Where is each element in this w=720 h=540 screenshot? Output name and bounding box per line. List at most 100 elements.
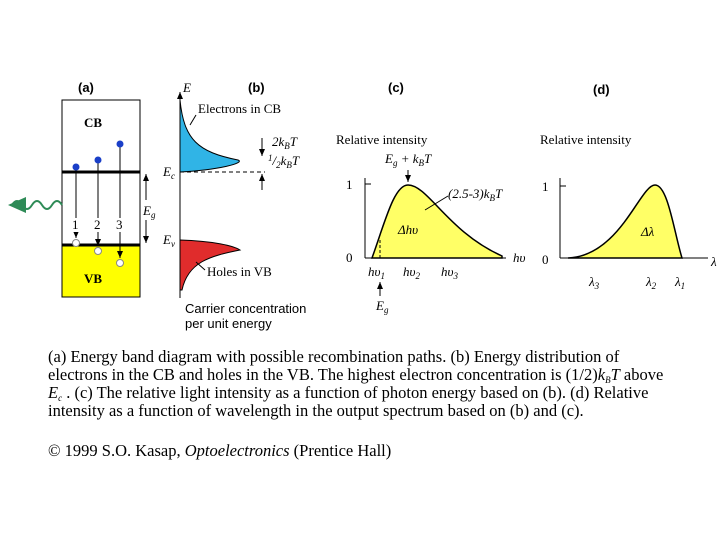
- text-part: g: [151, 210, 156, 220]
- axis-label: E: [182, 80, 191, 95]
- two-kbt: 2kBT: [272, 134, 298, 151]
- path-2: 2: [94, 217, 101, 232]
- caption-line: electrons in the CB and holes in the VB.…: [48, 365, 663, 385]
- x-axis-label: λ: [710, 254, 717, 269]
- text-part: electrons in the CB and holes in the VB.…: [48, 365, 598, 384]
- electrons: [72, 140, 124, 171]
- text-part: 3: [594, 281, 600, 291]
- text-part: k: [281, 153, 287, 168]
- text-part: hυ: [368, 264, 381, 279]
- one: 1: [346, 177, 353, 192]
- eg: Eg: [375, 298, 389, 315]
- text-part: E: [162, 232, 171, 247]
- pointer: [195, 261, 206, 271]
- delta: Δhυ: [397, 222, 418, 237]
- y-axis-label: Relative intensity: [540, 132, 632, 147]
- path-3: 3: [116, 217, 123, 232]
- holes: [72, 239, 124, 267]
- text-part: 1: [681, 281, 686, 291]
- text-part: 2: [415, 271, 420, 281]
- shape: [72, 163, 80, 171]
- text-part: λ: [645, 274, 652, 289]
- text-part: λ: [588, 274, 595, 289]
- text-part: c: [58, 393, 62, 403]
- arrows: [73, 147, 123, 258]
- text-part: above: [620, 365, 664, 384]
- pointer: [189, 114, 197, 126]
- eg: Eg: [142, 203, 156, 220]
- caption: (a) Energy band diagram with possible re…: [47, 347, 663, 460]
- hv2: hυ2: [403, 264, 420, 281]
- zero: 0: [346, 250, 353, 265]
- x-axis-label: per unit energy: [185, 316, 272, 331]
- caption-line: (a) Energy band diagram with possible re…: [48, 347, 620, 366]
- lambda1: λ1: [674, 274, 685, 291]
- text-part: E: [375, 298, 384, 313]
- text-part: B: [605, 375, 611, 385]
- text-part: 3: [452, 271, 458, 281]
- text-part: hυ: [441, 264, 454, 279]
- panel-c: (c) Relative intensity Eg + kBT 1 0 (2.5…: [336, 80, 526, 315]
- text-part: intensity as a function of wavelength in…: [48, 401, 584, 420]
- text-part: + k: [397, 151, 418, 166]
- text-part: E: [384, 151, 393, 166]
- label: (a): [78, 80, 94, 95]
- text-part: B: [286, 160, 292, 170]
- panel-d: (d) Relative intensity 1 0 Δλ λ λ3 λ2 λ1: [540, 82, 717, 291]
- text-part: (Prentice Hall): [290, 441, 392, 460]
- text-part: Optoelectronics: [185, 441, 290, 460]
- text-part: 2k: [272, 134, 285, 149]
- text-part: hυ: [403, 264, 416, 279]
- text-part: (a) Energy band diagram with possible re…: [48, 347, 620, 366]
- text-part: k: [598, 365, 606, 384]
- caption-line: Ec . (c) The relative light intensity as…: [47, 383, 648, 403]
- hole-distribution: [179, 239, 242, 291]
- width-line: [424, 195, 449, 211]
- lambda2: λ2: [645, 274, 657, 291]
- photon: [8, 197, 63, 213]
- text-part: B: [284, 141, 290, 151]
- cb: CB: [84, 115, 102, 130]
- delta: Δλ: [640, 224, 655, 239]
- label: (b): [248, 80, 265, 95]
- lambda3: λ3: [588, 274, 600, 291]
- spectrum: [567, 184, 684, 259]
- text-part: 2: [652, 281, 657, 291]
- text-part: T: [424, 151, 432, 166]
- width-label: (2.5-3)kBT: [448, 186, 503, 203]
- text-part: g: [384, 305, 389, 315]
- text-part: c: [171, 171, 175, 181]
- caption-line: intensity as a function of wavelength in…: [48, 401, 584, 420]
- text-part: E: [142, 203, 151, 218]
- text-part: © 1999 S.O. Kasap,: [48, 441, 185, 460]
- spectrum: [370, 184, 503, 259]
- x-axis-label: Carrier concentration: [185, 301, 306, 316]
- hv3: hυ3: [441, 264, 458, 281]
- shape: [116, 259, 124, 267]
- holes-label: Holes in VB: [207, 264, 272, 279]
- text-part: T: [290, 134, 298, 149]
- text-part: T: [495, 186, 503, 201]
- electron-distribution: [179, 99, 240, 173]
- text-part: E: [47, 383, 58, 402]
- text-part: T: [292, 153, 300, 168]
- copyright: © 1999 S.O. Kasap, Optoelectronics (Pren…: [48, 441, 391, 460]
- shape: [116, 140, 124, 148]
- text-part: B: [419, 158, 425, 168]
- label: (d): [593, 82, 610, 97]
- shape: [94, 247, 102, 255]
- panel-b: (b) E Electrons in CB 2kBT 1/2kBT Ec Ev …: [162, 80, 306, 331]
- text-part: 2: [276, 160, 281, 170]
- hv1: hυ1: [368, 264, 385, 281]
- path-1: 1: [72, 217, 79, 232]
- text-part: 1: [380, 271, 385, 281]
- text-part: 1: [268, 153, 273, 163]
- vb-fill: [62, 245, 140, 297]
- electrons-label: Electrons in CB: [198, 101, 281, 116]
- shape: [72, 239, 80, 247]
- vb: VB: [84, 271, 102, 286]
- text-part: . (c) The relative light intensity as a …: [62, 383, 648, 402]
- panel-a: (a) CB VB 1 2 3 Eg: [8, 80, 156, 298]
- text-part: B: [490, 193, 496, 203]
